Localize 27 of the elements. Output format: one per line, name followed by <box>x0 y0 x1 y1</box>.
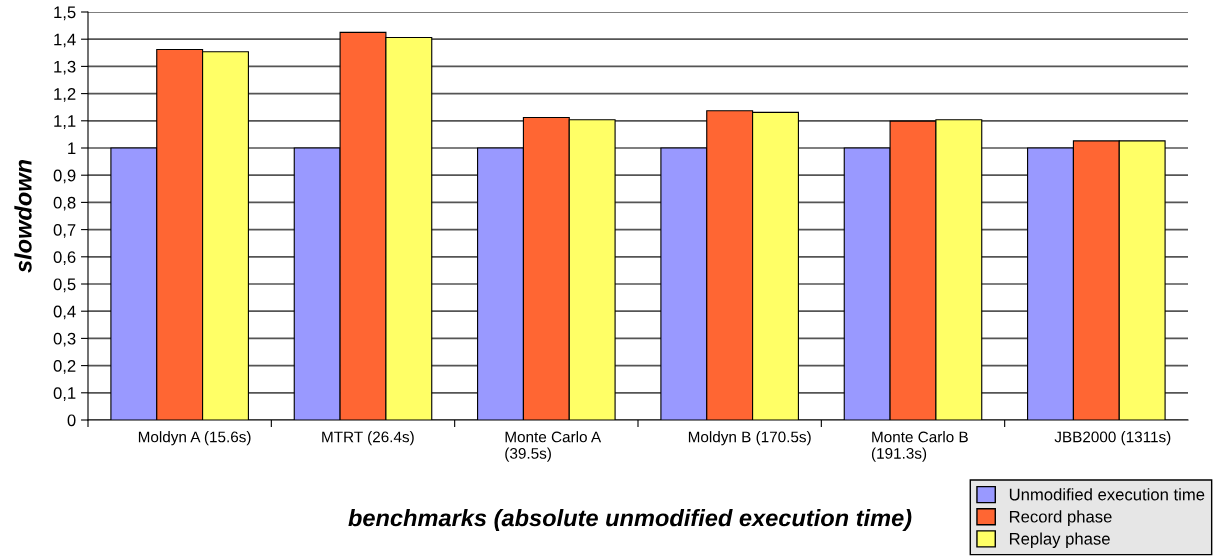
y-tick-label: 0,9 <box>53 169 76 184</box>
x-tick-label: Monte Carlo A (39.5s) <box>505 431 602 462</box>
y-tick-label: 0,5 <box>53 278 76 293</box>
y-tick-label: 0,6 <box>53 251 76 265</box>
x-axis-title: benchmarks (absolute unmodified execution time) <box>348 508 912 531</box>
y-tick-label: 1,3 <box>54 60 76 75</box>
y-tick-label: 0,1 <box>53 387 76 401</box>
y-tick-label: 0,7 <box>53 224 76 238</box>
legend-label: Record phase <box>1009 510 1112 526</box>
y-axis-title: slowdown <box>14 159 32 273</box>
legend-label: Unmodified execution time <box>1009 488 1205 501</box>
x-tick-label: MTRT (26.4s) <box>322 431 414 446</box>
x-tick-label: Moldyn A (15.6s) <box>138 431 251 446</box>
y-tick-label: 1,2 <box>54 88 76 102</box>
x-tick-label: Monte Carlo B (191.3s) <box>871 431 968 462</box>
y-tick-label: 1,1 <box>54 115 76 129</box>
legend-label: Replay phase <box>1009 532 1110 548</box>
x-tick-label: Moldyn B (170.5s) <box>688 431 811 446</box>
y-tick-label: 1 <box>68 142 76 155</box>
y-tick-label: 0,8 <box>53 196 76 211</box>
y-tick-label: 0,2 <box>53 360 76 374</box>
y-tick-label: 0,3 <box>53 332 76 347</box>
y-tick-label: 0 <box>67 414 76 427</box>
y-tick-label: 1,4 <box>54 33 76 48</box>
y-tick-label: 1,5 <box>54 6 76 21</box>
y-tick-label: 0,4 <box>53 305 76 320</box>
x-tick-label: JBB2000 (1311s) <box>1054 431 1171 446</box>
